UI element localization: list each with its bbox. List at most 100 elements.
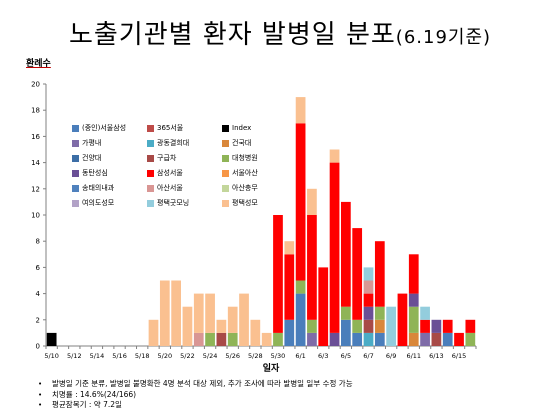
bar-segment: [159, 280, 170, 346]
legend-item: 아산충무: [222, 182, 297, 194]
legend-label: 광동결희대: [157, 139, 190, 147]
bar-segment: [295, 293, 306, 346]
legend-swatch: [222, 184, 229, 192]
bar-segment: [397, 293, 408, 346]
bar-segment: [227, 306, 238, 333]
y-tick-label: 0: [36, 343, 40, 351]
y-tick-label: 16: [31, 133, 40, 141]
bar-segment: [374, 332, 385, 346]
bar-segment: [408, 293, 419, 307]
legend-swatch: [222, 154, 229, 162]
y-tick-label: 8: [36, 238, 40, 246]
bar-segment: [341, 306, 351, 320]
legend-label: 건국대: [232, 139, 252, 147]
note-fatality-rate: 치명률 : 14.6%(24/166): [38, 390, 538, 401]
legend-item: 여의도성모: [72, 197, 147, 209]
bar-segment: [341, 319, 351, 346]
x-tick-label: 6/7: [363, 352, 373, 360]
bar-segment: [227, 332, 238, 346]
bar-segment: [193, 332, 204, 346]
bar-segment: [363, 332, 374, 346]
bar-segment: [284, 254, 295, 320]
y-tick-label: 4: [36, 290, 41, 298]
bar-segment: [420, 306, 430, 320]
bar-segment: [352, 332, 363, 346]
note-onset-basis: 발병일 기준 분류, 발병일 불명확한 4명 분석 대상 제외, 추가 조사에 …: [38, 379, 538, 390]
bar-segment: [295, 123, 306, 281]
legend-item: 구급차: [147, 152, 222, 164]
x-tick-label: 6/1: [295, 352, 305, 360]
title-suffix: (6.19기준): [395, 27, 492, 48]
x-tick-label: 6/3: [318, 352, 328, 360]
legend-swatch: [147, 139, 154, 147]
x-tick-label: 6/15: [452, 352, 467, 360]
x-tick-label: 5/28: [248, 352, 263, 360]
bar-segment: [216, 332, 227, 346]
bar-segment: [182, 306, 193, 346]
legend-item: 동탄성심: [72, 167, 147, 179]
legend-swatch: [222, 199, 229, 207]
legend-label: 동탄성심: [82, 169, 108, 177]
legend-item: 건양대: [72, 152, 147, 164]
legend-label: Index: [232, 124, 252, 132]
legend-label: 365서울: [157, 124, 184, 132]
legend-swatch: [147, 124, 154, 132]
legend-label: 평택성모: [232, 199, 258, 207]
bar-segment: [341, 201, 351, 307]
legend-label: 송태의내과: [82, 184, 115, 192]
x-tick-label: 5/22: [180, 352, 195, 360]
bar-segment: [431, 332, 442, 346]
legend-swatch: [72, 199, 79, 207]
x-axis-label: 일자: [263, 362, 280, 374]
bar-segment: [363, 319, 374, 333]
bar-segment: [216, 319, 227, 333]
legend-swatch: [147, 184, 154, 192]
bar-segment: [295, 97, 306, 124]
legend-item: 대청병원: [222, 152, 297, 164]
legend-label: 건양대: [82, 154, 102, 162]
bar-segment: [363, 306, 374, 320]
legend-item: Index: [222, 122, 297, 134]
legend-item: 삼성서울: [147, 167, 222, 179]
legend-swatch: [72, 139, 79, 147]
legend-swatch: [222, 124, 229, 132]
bar-segment: [46, 332, 57, 346]
legend-swatch: [72, 154, 79, 162]
bar-segment: [431, 319, 442, 333]
bar-segment: [284, 319, 295, 346]
footnotes: 발병일 기준 분류, 발병일 불명확한 4명 분석 대상 제외, 추가 조사에 …: [38, 379, 538, 411]
bar-segment: [374, 241, 385, 307]
legend-item: 서울아산: [222, 167, 297, 179]
legend-label: 여의도성모: [82, 199, 115, 207]
bar-segment: [239, 293, 249, 346]
legend-label: 아산서울: [157, 184, 183, 192]
bar-segment: [374, 319, 385, 333]
bar-segment: [273, 215, 283, 333]
legend-item: 건국대: [222, 137, 297, 149]
legend-item: 아산서울: [147, 182, 222, 194]
y-tick-label: 10: [31, 212, 40, 220]
legend-item: 평택성모: [222, 197, 297, 209]
legend-label: 구급차: [157, 154, 177, 162]
bar-segment: [465, 319, 476, 333]
bar-segment: [329, 162, 340, 333]
bar-segment: [363, 267, 374, 281]
y-tick-label: 20: [31, 81, 40, 89]
legend-label: 아산충무: [232, 184, 258, 192]
y-tick-label: 12: [31, 185, 40, 193]
x-tick-label: 5/14: [90, 352, 105, 360]
x-tick-label: 6/5: [341, 352, 351, 360]
bar-segment: [307, 188, 317, 215]
bar-segment: [307, 319, 317, 333]
legend-label: 평택굿모닝: [157, 199, 190, 207]
legend-swatch: [222, 169, 229, 177]
bar-segment: [442, 319, 453, 333]
bar-segment: [408, 254, 419, 294]
bar-segment: [205, 293, 215, 333]
y-axis-label: 환례수: [26, 59, 51, 69]
legend-swatch: [147, 154, 154, 162]
legend-label: 서울아산: [232, 169, 258, 177]
legend-swatch: [147, 199, 154, 207]
legend-item: 광동결희대: [147, 137, 222, 149]
bar-segment: [420, 332, 430, 346]
